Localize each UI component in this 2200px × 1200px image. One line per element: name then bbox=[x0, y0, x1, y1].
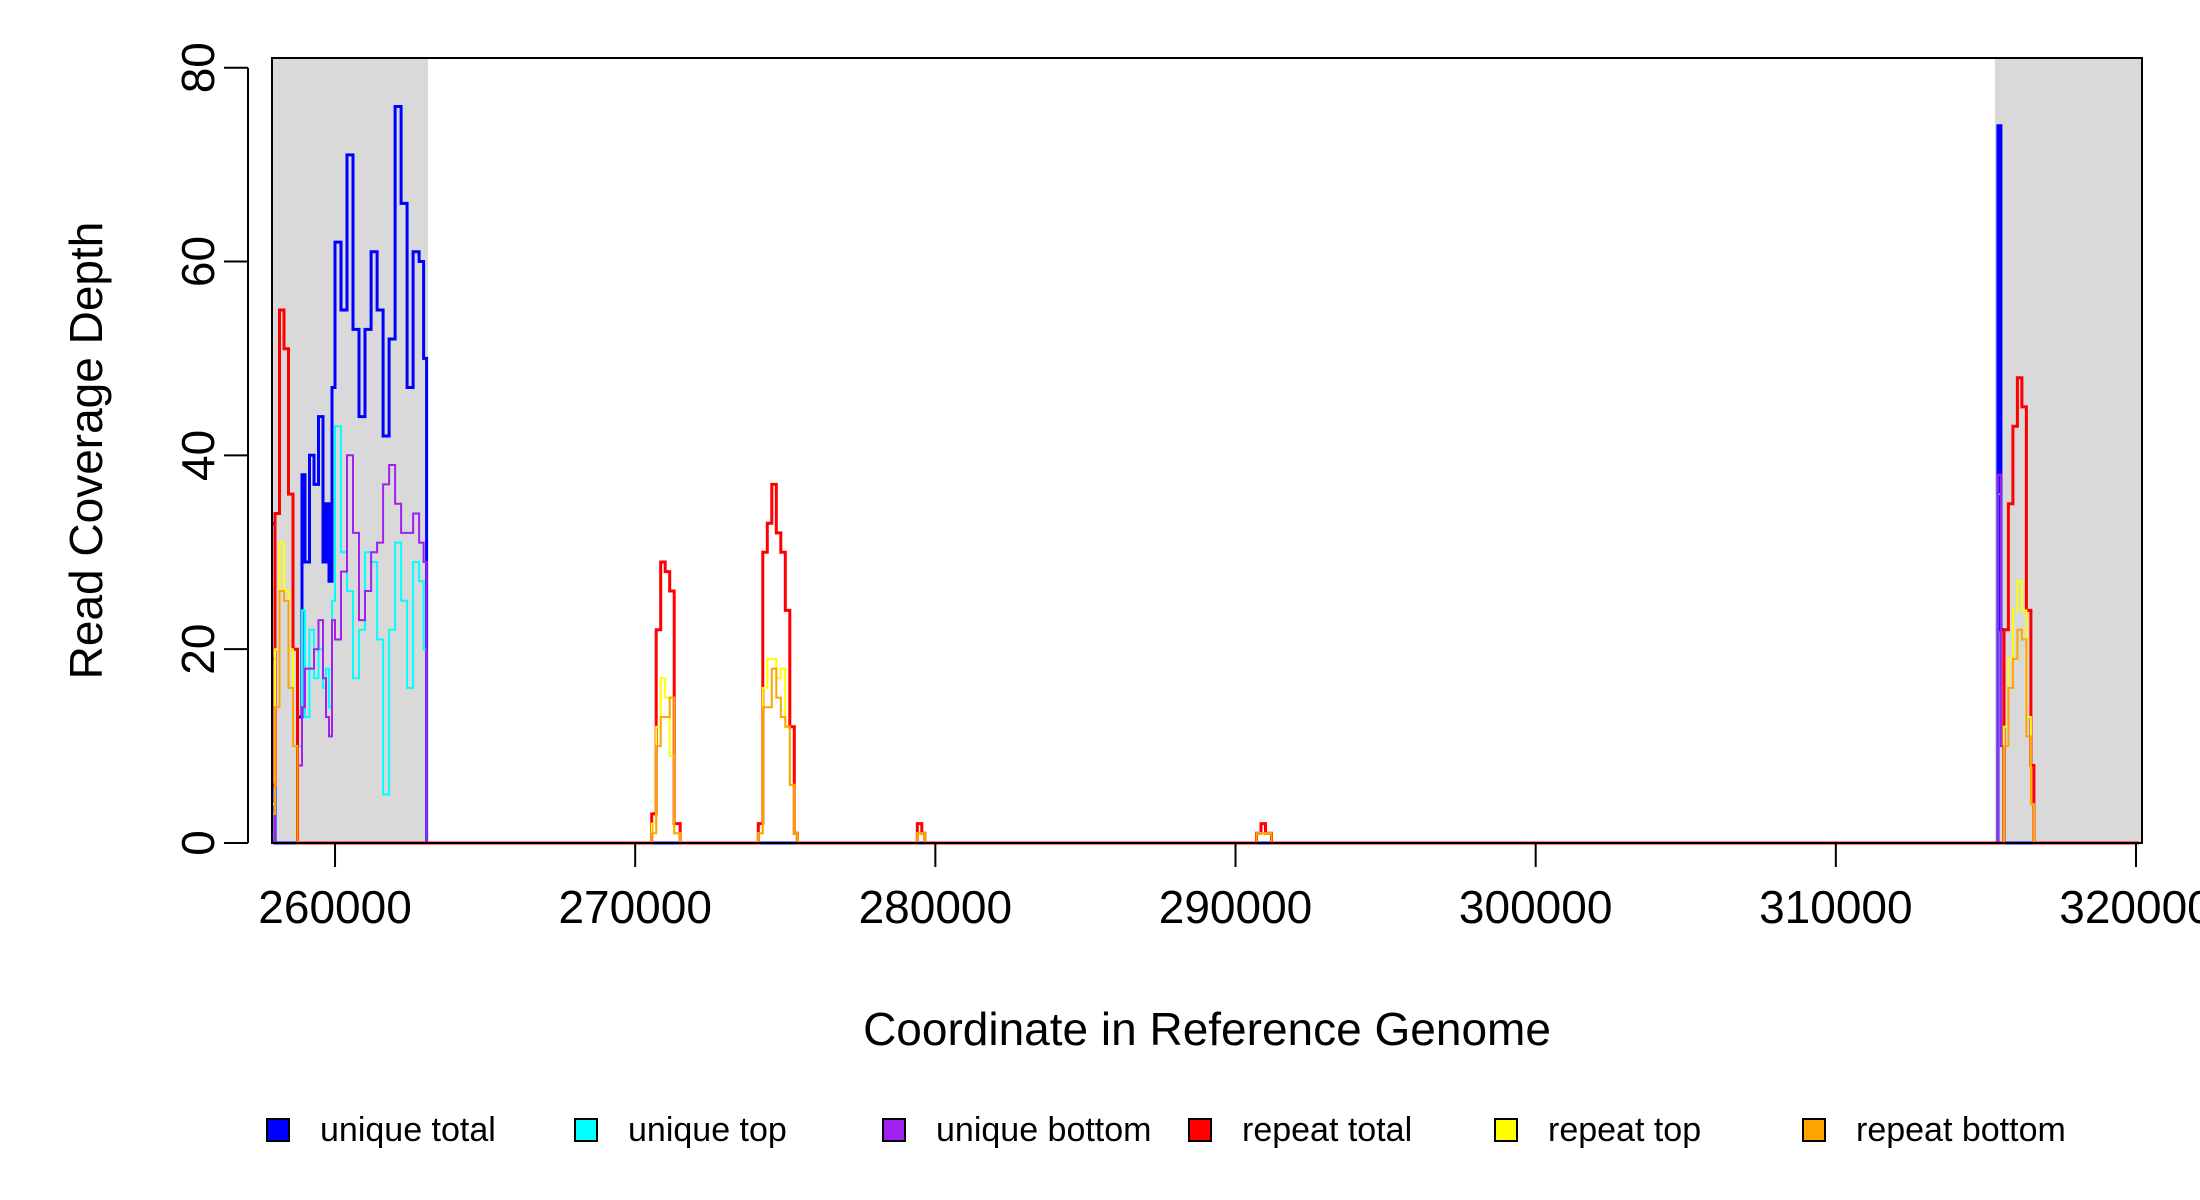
shaded-region-1 bbox=[272, 58, 429, 843]
legend-item-unique-total: unique total bbox=[266, 1100, 496, 1160]
series-line-unique-total bbox=[272, 105, 2139, 845]
x-tick-label: 290000 bbox=[1159, 881, 1313, 933]
legend-label: unique bottom bbox=[936, 1110, 1152, 1149]
series-line-repeat-top bbox=[272, 541, 2139, 844]
x-tick-label: 270000 bbox=[558, 881, 712, 933]
x-tick-label: 300000 bbox=[1459, 881, 1613, 933]
legend-item-unique-top: unique top bbox=[574, 1100, 787, 1160]
legend-swatch bbox=[882, 1118, 906, 1142]
x-axis-title: Coordinate in Reference Genome bbox=[863, 1003, 1551, 1055]
y-tick-label: 40 bbox=[172, 430, 224, 481]
x-tick-label: 310000 bbox=[1759, 881, 1913, 933]
y-tick-label: 0 bbox=[172, 830, 224, 856]
shaded-region-2 bbox=[1994, 58, 2142, 843]
legend-swatch bbox=[574, 1118, 598, 1142]
series-lines bbox=[272, 105, 2139, 845]
series-line-repeat-bottom bbox=[272, 590, 2139, 844]
x-axis: 260000 270000 280000 290000 300000 310000 3200… bbox=[258, 842, 2200, 933]
legend-swatch bbox=[1494, 1118, 1518, 1142]
legend-label: repeat bottom bbox=[1856, 1110, 2066, 1149]
x-tick-label: 260000 bbox=[258, 881, 412, 933]
y-axis: 0 20 40 60 80 bbox=[172, 42, 249, 856]
series-line-repeat-total bbox=[272, 308, 2139, 845]
legend-swatch bbox=[1188, 1118, 1212, 1142]
shaded-regions bbox=[272, 58, 2142, 843]
legend-item-repeat-top: repeat top bbox=[1494, 1100, 1701, 1160]
series-line-unique-bottom bbox=[272, 454, 2139, 844]
x-tick-label: 280000 bbox=[859, 881, 1013, 933]
y-axis-title: Read Coverage Depth bbox=[60, 222, 112, 680]
legend-label: repeat total bbox=[1242, 1110, 1413, 1149]
legend-swatch bbox=[266, 1118, 290, 1142]
legend: unique total unique top unique bottom repea… bbox=[0, 1100, 2200, 1160]
legend-label: unique total bbox=[320, 1110, 496, 1149]
legend-item-repeat-total: repeat total bbox=[1188, 1100, 1412, 1160]
legend-label: repeat top bbox=[1548, 1110, 1702, 1149]
legend-item-unique-bottom: unique bottom bbox=[882, 1100, 1152, 1160]
legend-swatch bbox=[1802, 1118, 1826, 1142]
y-tick-label: 80 bbox=[172, 42, 224, 93]
legend-item-repeat-bottom: repeat bottom bbox=[1802, 1100, 2066, 1160]
x-tick-label: 320000 bbox=[2059, 881, 2200, 933]
series-line-unique-top bbox=[272, 425, 2139, 844]
y-tick-label: 60 bbox=[172, 236, 224, 287]
y-tick-label: 20 bbox=[172, 624, 224, 675]
plot-frame bbox=[271, 57, 2143, 844]
legend-label: unique top bbox=[628, 1110, 787, 1149]
